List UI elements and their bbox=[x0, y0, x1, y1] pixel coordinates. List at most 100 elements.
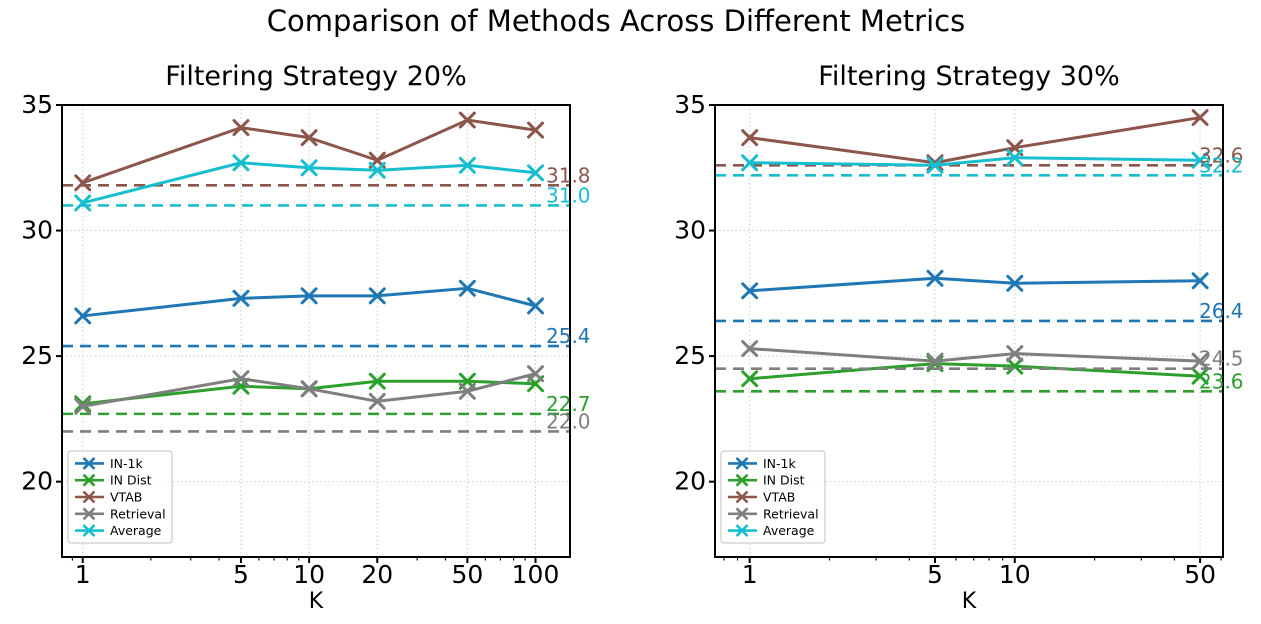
legend-label: Average bbox=[763, 523, 815, 538]
data-markers bbox=[741, 340, 1209, 370]
legend-item-vtab: VTAB bbox=[728, 490, 795, 505]
series-average bbox=[715, 149, 1223, 177]
legend-label: Retrieval bbox=[110, 506, 166, 521]
legend-item-in-dist: IN Dist bbox=[75, 473, 152, 488]
figure-title: Comparison of Methods Across Different M… bbox=[266, 4, 966, 38]
legend-label: VTAB bbox=[110, 490, 142, 505]
tick-label: 50 bbox=[1184, 560, 1216, 589]
baseline-annotations: 26.4 23.6 32.6 24.5 32.2 bbox=[1199, 143, 1244, 393]
x-axis-label-left: K bbox=[308, 589, 324, 614]
series-average bbox=[62, 154, 570, 212]
baseline-label: 25.4 bbox=[546, 324, 591, 348]
tick-label: 5 bbox=[927, 560, 943, 589]
legend-label: IN Dist bbox=[763, 473, 805, 488]
legend-marker bbox=[82, 490, 96, 504]
series-vtab bbox=[62, 111, 570, 192]
tick-label: 35 bbox=[674, 90, 706, 119]
legend-box bbox=[67, 450, 173, 544]
legend-label: Retrieval bbox=[763, 506, 819, 521]
baseline-annotations: 25.4 22.7 31.8 22.0 31.0 bbox=[546, 163, 591, 433]
data-markers bbox=[741, 269, 1209, 300]
x-tick-labels: 1 5 10 20 50 100 bbox=[75, 560, 560, 589]
data-markers bbox=[741, 355, 1209, 388]
series-retrieval bbox=[62, 365, 570, 433]
tick-label: 1 bbox=[75, 560, 91, 589]
baseline-label: 31.8 bbox=[546, 163, 591, 187]
legend-marker bbox=[82, 456, 96, 470]
tick-label: 30 bbox=[674, 216, 706, 245]
x-ticks bbox=[723, 557, 1222, 563]
data-line bbox=[81, 286, 538, 318]
data-line bbox=[748, 116, 1202, 165]
baseline-label: 31.0 bbox=[546, 183, 591, 207]
axis-spines bbox=[61, 104, 571, 558]
data-markers bbox=[741, 109, 1209, 172]
baseline-label: 23.6 bbox=[1199, 369, 1244, 393]
legend-item-average: Average bbox=[75, 523, 162, 538]
data-line bbox=[81, 118, 538, 185]
tick-label: 1 bbox=[742, 560, 758, 589]
data-line bbox=[748, 362, 1202, 381]
series-retrieval bbox=[715, 340, 1223, 370]
tick-label: 35 bbox=[21, 90, 53, 119]
y-ticks bbox=[56, 104, 62, 483]
tick-label: 25 bbox=[21, 341, 53, 370]
series-vtab bbox=[715, 109, 1223, 172]
tick-label: 10 bbox=[999, 560, 1031, 589]
legend-item-in-dist: IN Dist bbox=[728, 473, 805, 488]
legend-item-vtab: VTAB bbox=[75, 490, 142, 505]
x-tick-labels: 1 5 10 50 bbox=[742, 560, 1216, 589]
data-line bbox=[81, 372, 538, 408]
y-tick-labels: 20 25 30 35 bbox=[674, 90, 706, 496]
data-line bbox=[81, 379, 538, 406]
data-line bbox=[748, 347, 1202, 363]
series-in-1k bbox=[715, 269, 1223, 323]
baseline-label: 32.6 bbox=[1199, 143, 1244, 167]
baseline-label: 32.2 bbox=[1199, 153, 1244, 177]
x-ticks bbox=[71, 557, 537, 563]
legend-marker bbox=[82, 524, 96, 538]
tick-label: 50 bbox=[451, 560, 483, 589]
y-tick-labels: 20 25 30 35 bbox=[21, 90, 53, 496]
data-line bbox=[81, 161, 538, 205]
subplot-title-left: Filtering Strategy 20% bbox=[165, 61, 467, 92]
data-markers bbox=[74, 154, 545, 212]
y-ticks bbox=[709, 104, 715, 483]
legend-marker bbox=[735, 490, 749, 504]
legend-box bbox=[720, 450, 826, 544]
data-markers bbox=[74, 279, 545, 325]
tick-label: 25 bbox=[674, 341, 706, 370]
legend-marker bbox=[735, 456, 749, 470]
legend-item-in-1k: IN-1k bbox=[728, 456, 797, 471]
legend-label: IN Dist bbox=[110, 473, 152, 488]
series-in-1k bbox=[62, 279, 570, 348]
legend-label: IN-1k bbox=[110, 456, 144, 471]
legend-marker bbox=[82, 473, 96, 487]
legend-marker bbox=[735, 473, 749, 487]
legend-marker bbox=[82, 507, 96, 521]
tick-label: 100 bbox=[512, 560, 560, 589]
tick-label: 20 bbox=[361, 560, 393, 589]
tick-label: 20 bbox=[674, 467, 706, 496]
chart-filtering-strategy-20: 1 5 10 20 50 100 20 25 30 35 25.4 22.7 31.8 22.0 31.0 I… bbox=[21, 90, 591, 589]
baseline-label: 26.4 bbox=[1199, 299, 1244, 323]
chart-filtering-strategy-30: 1 5 10 502025303526.423.632.624.532.2IN-1kI… bbox=[674, 90, 1244, 589]
subplot-title-right: Filtering Strategy 30% bbox=[818, 61, 1120, 92]
legend-item-retrieval: Retrieval bbox=[728, 506, 819, 521]
baseline-label: 24.5 bbox=[1199, 347, 1244, 371]
data-markers bbox=[74, 365, 545, 415]
data-line bbox=[748, 276, 1202, 293]
legend-label: VTAB bbox=[763, 490, 795, 505]
baseline-label: 22.7 bbox=[546, 392, 591, 416]
tick-label: 5 bbox=[233, 560, 249, 589]
legend-marker bbox=[735, 524, 749, 538]
data-line bbox=[748, 156, 1202, 167]
axis-spines bbox=[714, 104, 1224, 558]
baseline-label: 22.0 bbox=[546, 409, 591, 433]
tick-label: 10 bbox=[293, 560, 325, 589]
legend-label: IN-1k bbox=[763, 456, 797, 471]
legend-item-in-1k: IN-1k bbox=[75, 456, 144, 471]
